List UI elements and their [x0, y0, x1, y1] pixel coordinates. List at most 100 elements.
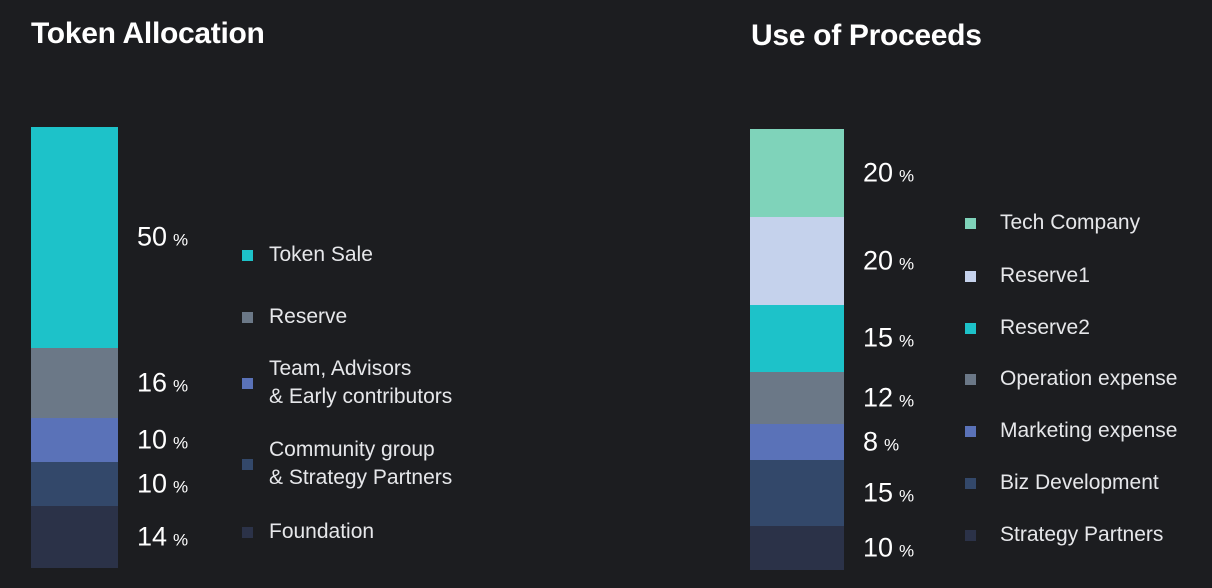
bar-segment-strategy-partners: [750, 525, 844, 571]
legend-label-line: Tech Company: [1000, 211, 1141, 234]
legend-label: Tech Company: [1000, 209, 1140, 237]
percent-sign: %: [899, 254, 915, 274]
legend-swatch: [965, 477, 976, 489]
legend-item-foundation: Foundation: [242, 518, 374, 546]
bar-segment-operation-expense: [750, 371, 844, 425]
percent-value: 15: [863, 322, 894, 353]
percent-sign: %: [173, 230, 189, 250]
percent-value: 15: [863, 477, 894, 508]
token-allocation-panel: Token Allocation 50% 16% 10% 10% 14% Token S…: [0, 0, 600, 588]
use-of-proceeds-stacked-bar: [750, 129, 844, 571]
legend-swatch: [965, 322, 976, 334]
bar-segment-team-advisors-early-contributors: [31, 418, 118, 463]
legend-swatch: [242, 311, 253, 323]
percent-sign: %: [899, 391, 915, 411]
bar-segment-community-group-strategy-partners: [31, 462, 118, 507]
percent-sign: %: [899, 331, 915, 351]
legend-item-strategy-partners: Strategy Partners: [965, 521, 1163, 549]
percent-label-community-group-strategy-partners: 10%: [137, 469, 188, 500]
legend-item-tech-company: Tech Company: [965, 209, 1140, 237]
percent-label-strategy-partners: 10%: [863, 532, 914, 563]
legend-label: Team, Advisors & Early contributors: [269, 355, 452, 411]
legend-swatch: [965, 373, 976, 385]
use-of-proceeds-panel: Use of Proceeds 20% 20% 15% 12% 8% 15% 10% Tec…: [720, 0, 1212, 588]
percent-sign: %: [899, 166, 915, 186]
percent-label-foundation: 14%: [137, 522, 188, 553]
percent-sign: %: [173, 477, 189, 497]
legend-label: Community group & Strategy Partners: [269, 436, 452, 492]
legend-item-reserve1: Reserve1: [965, 262, 1090, 290]
use-of-proceeds-title: Use of Proceeds: [751, 19, 982, 52]
bar-segment-reserve1: [750, 217, 844, 306]
legend-item-community-group-strategy-partners: Community group & Strategy Partners: [242, 436, 452, 492]
percent-value: 20: [863, 157, 894, 188]
percent-label-biz-development: 15%: [863, 477, 914, 508]
legend-swatch: [242, 526, 253, 538]
legend-label: Reserve: [269, 303, 347, 331]
legend-label: Foundation: [269, 518, 374, 546]
legend-label-line: Biz Development: [1000, 471, 1159, 494]
legend-swatch: [965, 425, 976, 437]
legend-label-line: Marketing expense: [1000, 419, 1178, 442]
legend-label: Reserve2: [1000, 314, 1090, 342]
legend-swatch: [242, 377, 253, 389]
percent-label-team-advisors-early-contributors: 10%: [137, 425, 188, 456]
percent-sign: %: [899, 486, 915, 506]
legend-label-line: Community group: [269, 438, 435, 461]
percent-sign: %: [173, 433, 189, 453]
token-allocation-stacked-bar: [31, 127, 118, 569]
legend-item-operation-expense: Operation expense: [965, 365, 1177, 393]
legend-swatch: [242, 458, 253, 470]
legend-swatch: [242, 249, 253, 261]
legend-label: Biz Development: [1000, 469, 1159, 497]
legend-label-line: Token Sale: [269, 243, 373, 266]
legend-item-reserve: Reserve: [242, 303, 347, 331]
legend-label-line: Reserve1: [1000, 264, 1090, 287]
percent-sign: %: [173, 376, 189, 396]
legend-label: Reserve1: [1000, 262, 1090, 290]
percent-value: 10: [137, 424, 168, 455]
percent-sign: %: [173, 530, 189, 550]
legend-label-line: Foundation: [269, 520, 375, 543]
legend-label: Strategy Partners: [1000, 521, 1163, 549]
legend-label-line: Reserve2: [1000, 316, 1090, 339]
legend-swatch: [965, 217, 976, 229]
percent-value: 12: [863, 382, 894, 413]
legend-swatch: [965, 270, 976, 282]
legend-label-line: Strategy Partners: [1000, 523, 1164, 546]
legend-item-marketing-expense: Marketing expense: [965, 417, 1177, 445]
percent-value: 16: [137, 367, 168, 398]
percent-label-tech-company: 20%: [863, 158, 914, 189]
legend-label-line: Reserve: [269, 305, 348, 328]
bar-segment-biz-development: [750, 459, 844, 527]
legend-item-token-sale: Token Sale: [242, 241, 373, 269]
percent-label-operation-expense: 12%: [863, 383, 914, 414]
bar-segment-marketing-expense: [750, 424, 844, 461]
percent-label-reserve2: 15%: [863, 323, 914, 354]
percent-label-marketing-expense: 8%: [863, 427, 899, 458]
bar-segment-reserve2: [750, 305, 844, 373]
bar-segment-tech-company: [750, 129, 844, 218]
legend-label: Token Sale: [269, 241, 373, 269]
bar-segment-reserve: [31, 347, 118, 419]
legend-label-line: Operation expense: [1000, 367, 1178, 390]
percent-value: 20: [863, 245, 894, 276]
bar-segment-foundation: [31, 506, 118, 569]
percent-value: 8: [863, 426, 879, 457]
legend-label: Marketing expense: [1000, 417, 1177, 445]
percent-value: 10: [863, 532, 894, 563]
legend-label-line: & Early contributors: [269, 385, 453, 408]
legend-label-line: Team, Advisors: [269, 357, 412, 380]
legend-item-reserve2: Reserve2: [965, 314, 1090, 342]
percent-sign: %: [899, 541, 915, 561]
bar-segment-token-sale: [31, 127, 118, 348]
percent-label-token-sale: 50%: [137, 222, 188, 253]
percent-label-reserve: 16%: [137, 367, 188, 398]
legend-label: Operation expense: [1000, 365, 1177, 393]
legend-item-team-advisors-early-contributors: Team, Advisors & Early contributors: [242, 355, 452, 411]
percent-sign: %: [884, 435, 900, 455]
percent-value: 50: [137, 221, 168, 252]
legend-item-biz-development: Biz Development: [965, 469, 1159, 497]
token-allocation-title: Token Allocation: [31, 17, 265, 50]
percent-value: 14: [137, 521, 168, 552]
